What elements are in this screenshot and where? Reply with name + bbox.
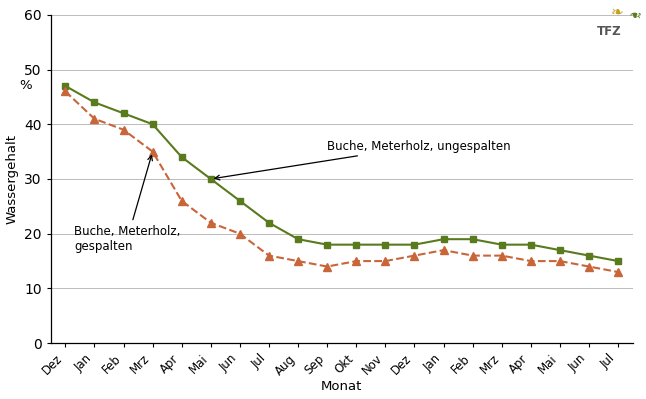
Text: %: % bbox=[20, 79, 32, 93]
X-axis label: Monat: Monat bbox=[321, 380, 362, 393]
Text: TFZ: TFZ bbox=[596, 25, 621, 38]
Text: ❧: ❧ bbox=[611, 5, 624, 20]
Text: Buche, Meterholz, ungespalten: Buche, Meterholz, ungespalten bbox=[215, 140, 511, 180]
Text: Buche, Meterholz,
gespalten: Buche, Meterholz, gespalten bbox=[74, 156, 180, 253]
Text: ❧: ❧ bbox=[627, 5, 640, 20]
Y-axis label: Wassergehalt: Wassergehalt bbox=[6, 134, 19, 224]
